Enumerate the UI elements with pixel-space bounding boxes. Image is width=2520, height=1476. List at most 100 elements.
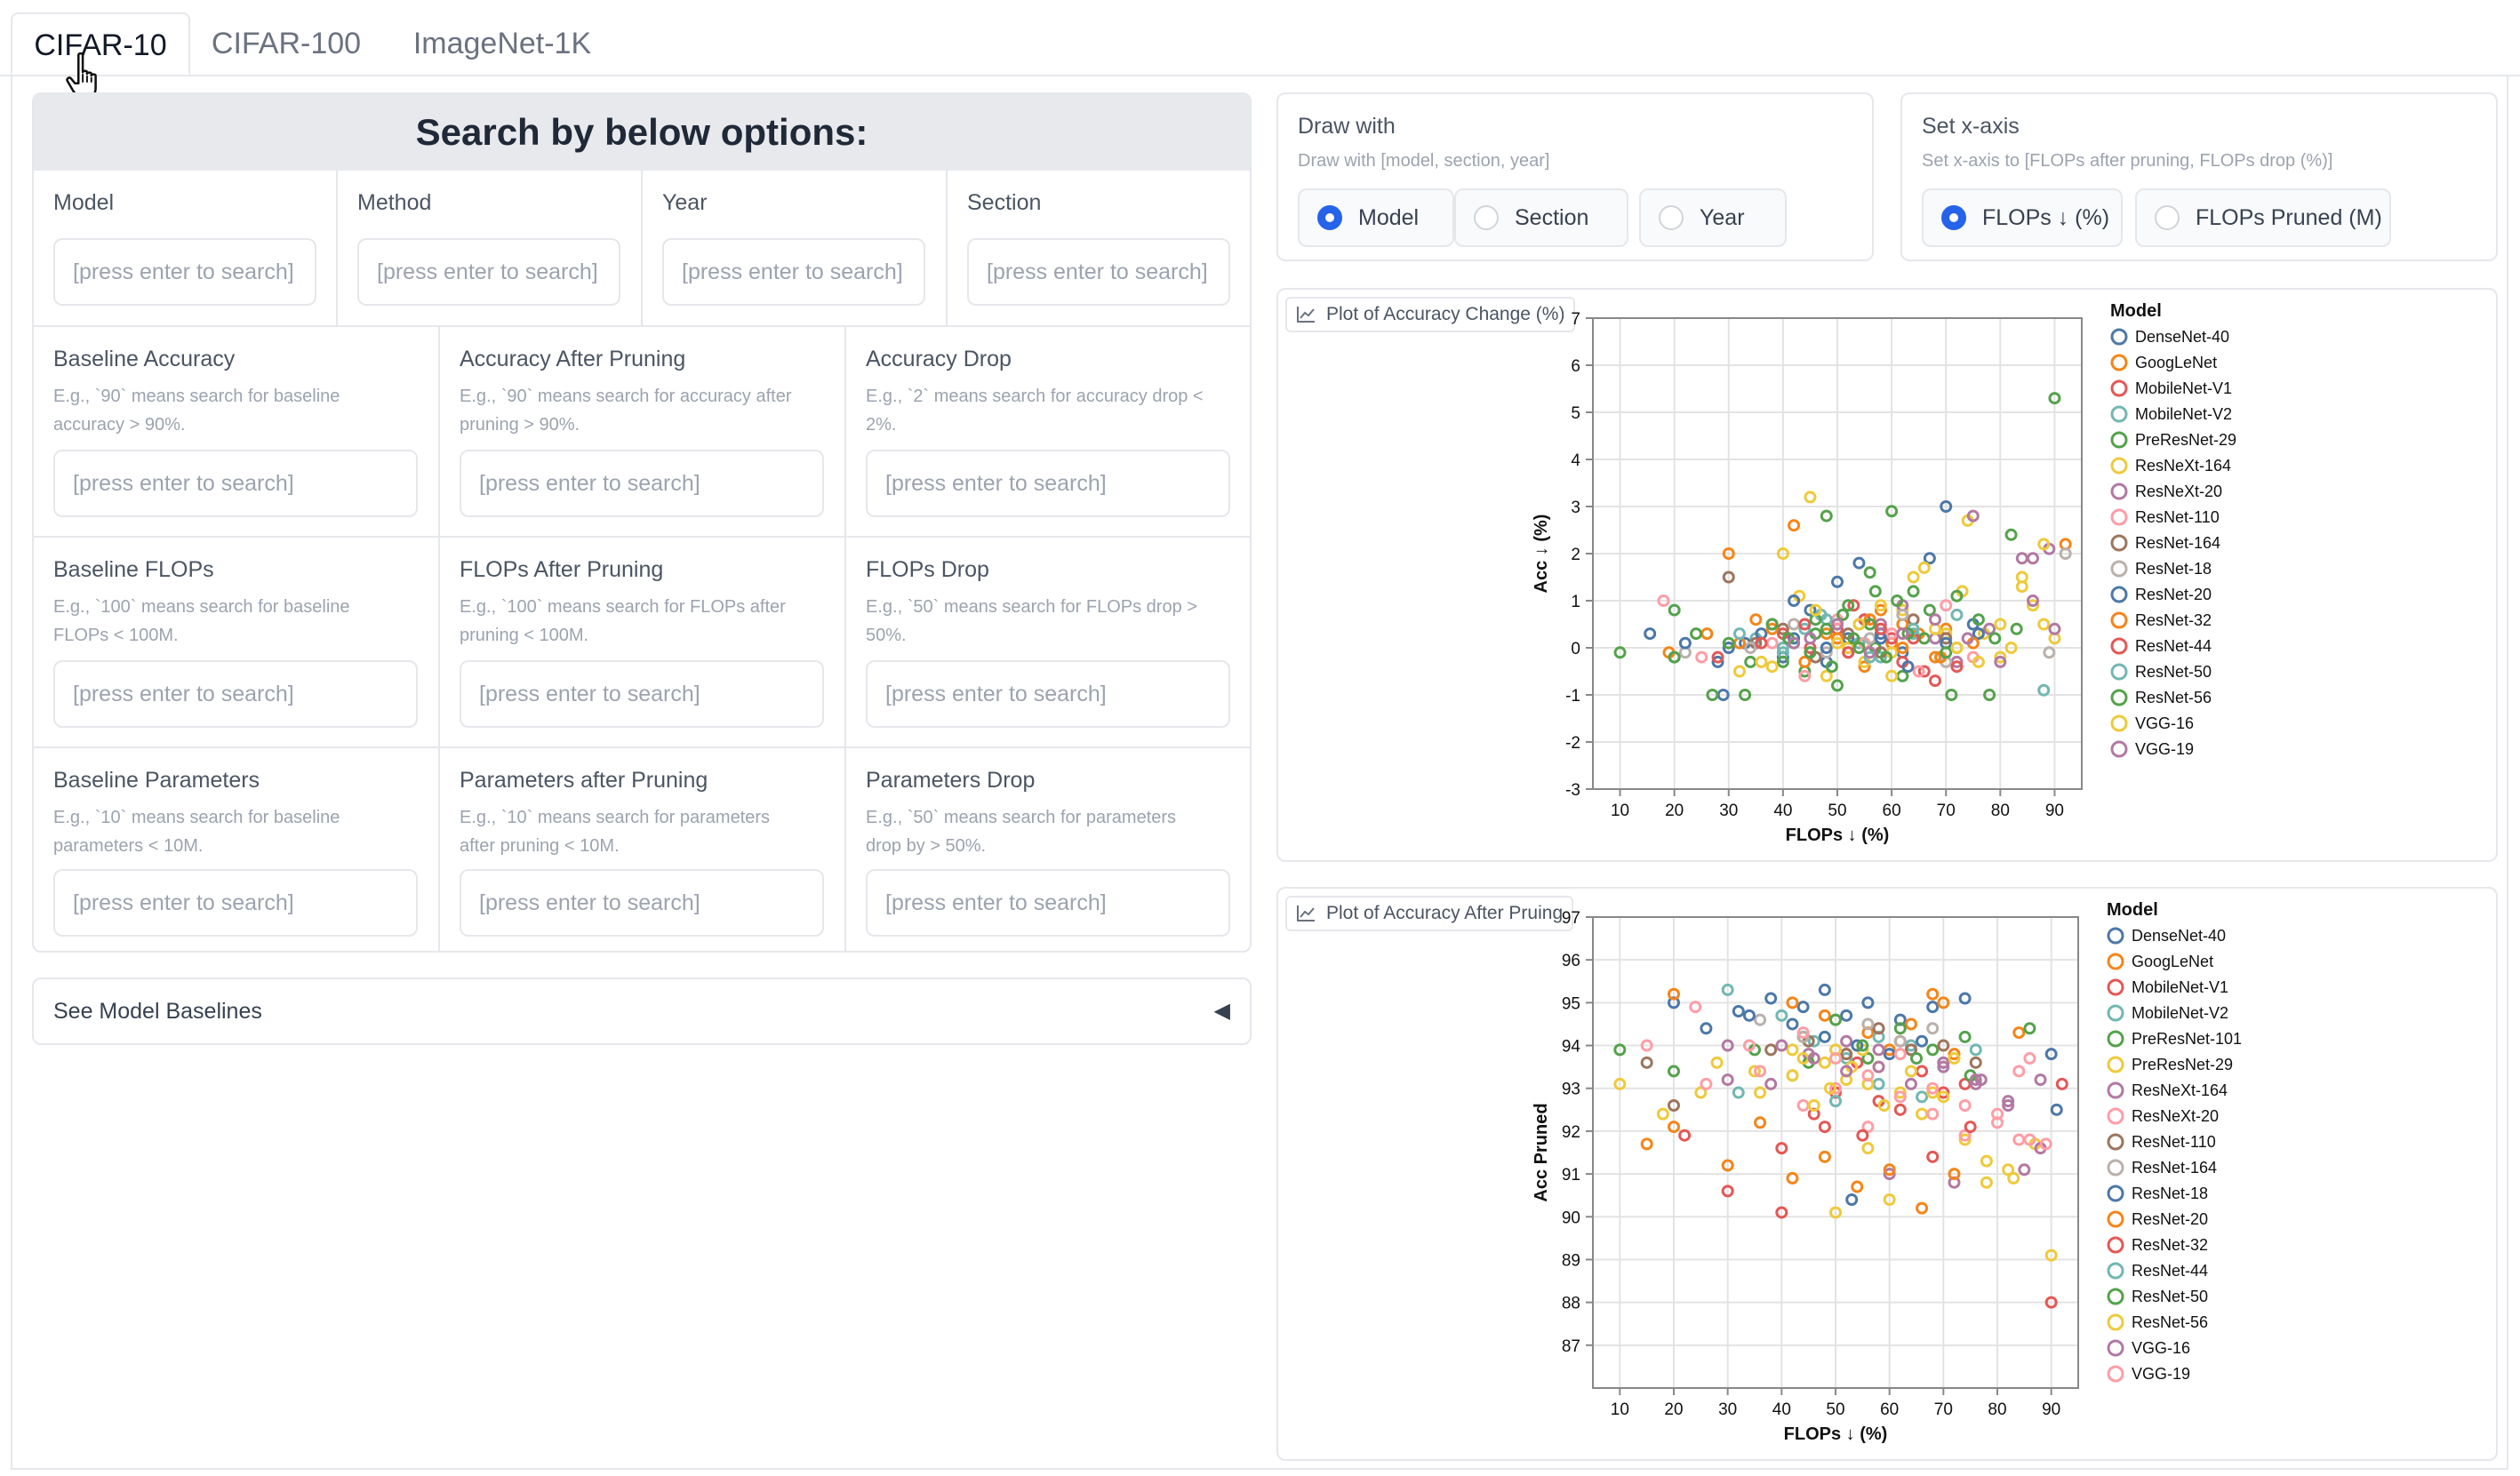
accuracy-change-plot-panel: Plot of Accuracy Change (%) 10 20 30 40 50 60… [1276, 288, 2498, 862]
parameters-after-pruning-input[interactable]: [press enter to search] [460, 869, 824, 937]
legend-item: VGG-19 [2135, 740, 2194, 758]
legend-item: ResNeXt-20 [2132, 1107, 2219, 1125]
baseline-flops-input[interactable]: [press enter to search] [53, 660, 418, 728]
parameters-drop-input[interactable]: [press enter to search] [866, 869, 1230, 937]
data-point [1721, 1185, 1734, 1198]
data-point [1798, 622, 1812, 635]
data-point [1765, 618, 1779, 631]
tab-cifar-100[interactable]: CIFAR-100 [211, 27, 362, 60]
radio-flops-drop-dot[interactable] [1941, 205, 1966, 230]
data-point [2037, 618, 2051, 631]
plot-area: 10 20 30 40 50 60 70 80 90 87 88 89 90 91 92 93 94 95 96 97… [1532, 909, 2079, 1444]
data-point [1937, 1060, 1950, 1073]
model-baselines-accordion[interactable]: See Model Baselines ◀ [32, 977, 1252, 1045]
radio-model-dot[interactable] [1317, 205, 1342, 230]
data-point [1788, 618, 1801, 631]
data-point [1842, 599, 1855, 612]
radio-flops-drop-label: FLOPs ↓ (%) [1982, 205, 2110, 230]
data-point [1700, 627, 1714, 641]
data-point [1807, 1052, 1820, 1065]
data-point [1775, 1206, 1788, 1219]
x-tick-label: 60 [1880, 1400, 1899, 1419]
accuracy-drop-input[interactable]: [press enter to search] [866, 450, 1230, 517]
data-point [1916, 1107, 1929, 1121]
section-search-input[interactable]: [press enter to search] [967, 238, 1230, 306]
data-point [1831, 618, 1844, 631]
accuracy-drop-hint: E.g., `2` means search for accuracy drop… [866, 387, 1204, 435]
parameters-drop-filter: Parameters Drop E.g., `50` means search … [846, 748, 1250, 951]
collapse-arrow-icon[interactable]: ◀ [1213, 999, 1230, 1023]
flops-after-pruning-input[interactable]: [press enter to search] [460, 660, 824, 728]
data-point [1872, 1043, 1885, 1057]
legend-item: ResNet-44 [2135, 637, 2212, 655]
baseline-parameters-label: Baseline Parameters [53, 768, 260, 793]
model-search-input[interactable]: [press enter to search] [53, 238, 316, 306]
data-point [1948, 1048, 1961, 1061]
data-point [1969, 1073, 1982, 1087]
data-point [1926, 1022, 1940, 1035]
radio-flops-drop[interactable]: FLOPs ↓ (%) [1922, 188, 2123, 247]
data-point [1807, 1099, 1820, 1112]
radio-flops-pruned-dot[interactable] [2155, 205, 2180, 230]
method-search-input[interactable]: [press enter to search] [357, 238, 620, 306]
model-filter: Model [press enter to search] [34, 171, 338, 327]
flops-drop-filter: FLOPs Drop E.g., `50` means search for F… [846, 538, 1250, 748]
data-point [1916, 1065, 1929, 1078]
radio-year-dot[interactable] [1659, 205, 1684, 230]
data-point [1640, 1039, 1653, 1052]
data-point [1840, 1009, 1853, 1022]
data-point [1694, 1086, 1708, 1099]
data-point [1950, 608, 1964, 621]
data-point [1883, 1163, 1896, 1177]
x-tick-label: 70 [1937, 802, 1956, 820]
radio-flops-pruned[interactable]: FLOPs Pruned (M) [2135, 188, 2391, 247]
radio-section-dot[interactable] [1474, 205, 1499, 230]
data-point [1904, 1077, 1917, 1090]
accuracy-after-pruning-input[interactable]: [press enter to search] [460, 450, 824, 517]
radio-section-label: Section [1515, 205, 1589, 230]
radio-model[interactable]: Model [1298, 188, 1454, 247]
y-tick-label: 2 [1571, 546, 1580, 564]
data-point [1923, 603, 1936, 617]
data-point [1613, 1043, 1627, 1057]
data-point [1937, 996, 1950, 1009]
data-point [2018, 1163, 2031, 1177]
data-point [1950, 642, 1964, 654]
baseline-parameters-input[interactable]: [press enter to search] [53, 869, 418, 937]
data-point [1775, 1039, 1788, 1052]
data-point [1829, 1206, 1842, 1219]
data-points [1613, 392, 2072, 701]
data-point [1926, 1001, 1940, 1014]
legend-symbol [2110, 508, 2128, 526]
flops-drop-input[interactable]: [press enter to search] [866, 660, 1230, 728]
data-point [1877, 1099, 1891, 1112]
data-point [1820, 646, 1833, 659]
data-point [1786, 1171, 1799, 1185]
data-point [1765, 622, 1779, 635]
baseline-accuracy-input[interactable]: [press enter to search] [53, 450, 418, 517]
data-point [1958, 1129, 1972, 1142]
data-point [1958, 1133, 1972, 1146]
dataset-tabs: CIFAR-10 CIFAR-100 ImageNet-1K [0, 0, 2520, 76]
data-point [1896, 627, 1909, 641]
data-point [2007, 1171, 2020, 1185]
data-point [1901, 660, 1915, 674]
parameters-after-pruning-label: Parameters after Pruning [460, 768, 708, 793]
x-tick-label: 50 [1826, 1400, 1844, 1419]
data-point [1980, 1176, 1993, 1189]
legend-item: ResNet-18 [2132, 1185, 2208, 1202]
tab-cifar-10[interactable]: CIFAR-10 [11, 12, 190, 75]
data-point [1710, 1056, 1724, 1069]
data-point [2055, 1077, 2068, 1090]
data-point [1863, 650, 1876, 664]
radio-year[interactable]: Year [1639, 188, 1787, 247]
data-point [2027, 599, 2039, 612]
data-point [1809, 603, 1822, 617]
legend-symbol [2107, 1056, 2124, 1073]
x-tick-label: 10 [1611, 1400, 1629, 1419]
data-point [1613, 646, 1627, 659]
tab-imagenet-1k[interactable]: ImageNet-1K [412, 27, 592, 60]
radio-section[interactable]: Section [1454, 188, 1628, 247]
year-search-input[interactable]: [press enter to search] [662, 238, 925, 306]
legend-item: PreResNet-101 [2132, 1030, 2242, 1048]
